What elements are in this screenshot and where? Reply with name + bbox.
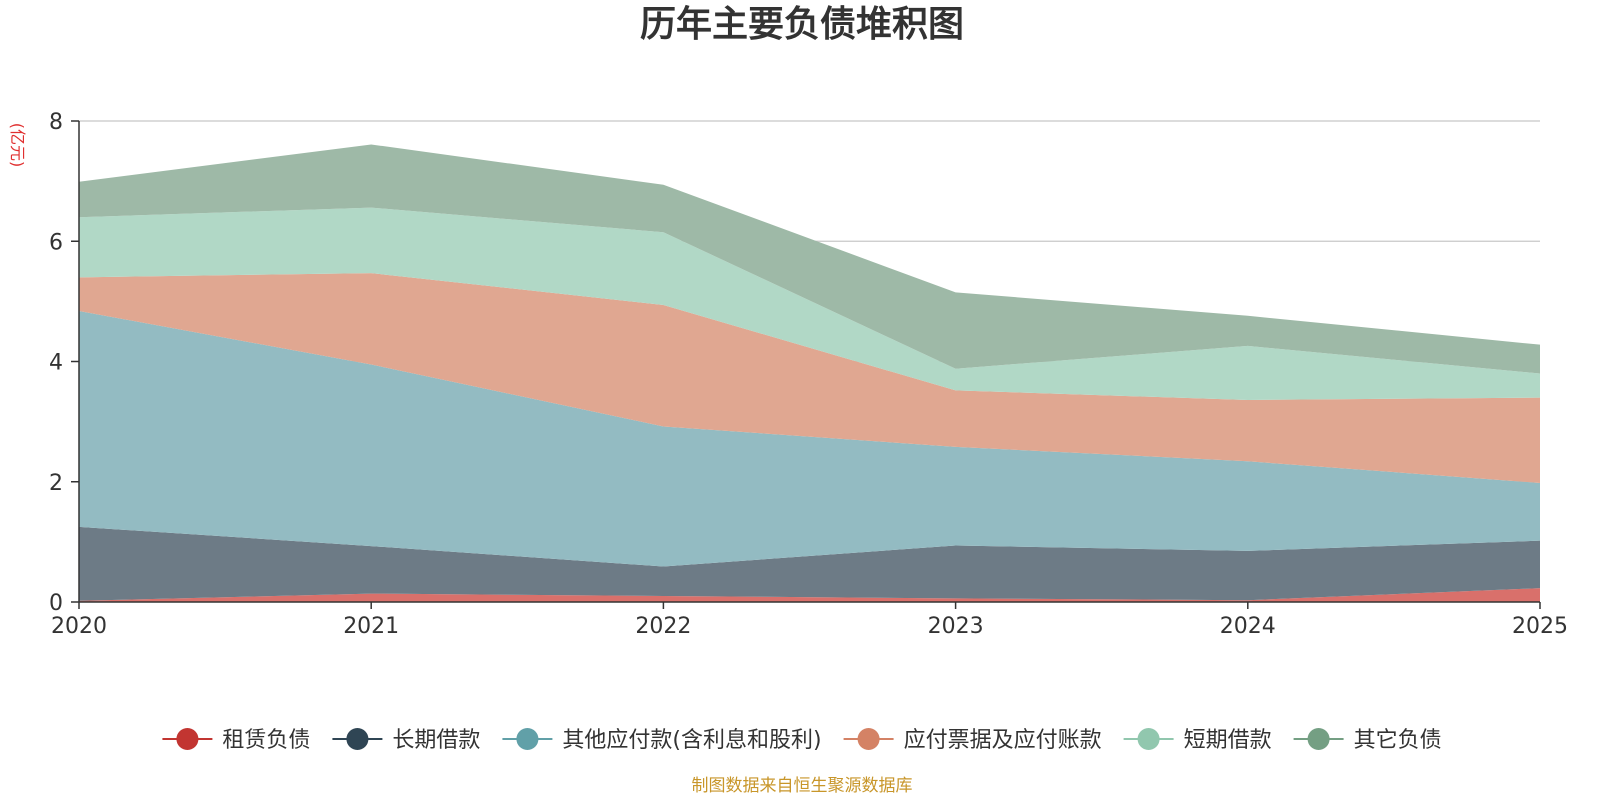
legend-item-4[interactable]: 短期借款 [1123, 728, 1272, 753]
legend-label: 短期借款 [1184, 728, 1272, 753]
x-tick-label: 2023 [928, 614, 984, 639]
area-series-5 [79, 144, 1540, 374]
series-areas [79, 144, 1540, 602]
area-series-1 [79, 526, 1540, 601]
legend-marker [176, 728, 199, 750]
legend-marker [1137, 728, 1160, 750]
chart-title: 历年主要负债堆积图 [640, 4, 964, 45]
x-tick-label: 2021 [343, 614, 399, 639]
x-tick-label: 2020 [51, 614, 107, 639]
legend-item-3[interactable]: 应付票据及应付账款 [843, 728, 1102, 753]
axes [78, 121, 1540, 603]
area-series-0 [79, 588, 1540, 602]
y-tick-label: 4 [49, 351, 63, 376]
legend-label: 应付票据及应付账款 [904, 728, 1102, 753]
legend-marker [857, 728, 880, 750]
y-tick-label: 6 [49, 230, 63, 255]
legend-label: 其他应付款(含利息和股利) [562, 728, 821, 753]
area-series-3 [79, 273, 1540, 483]
legend-label: 其它负债 [1354, 728, 1442, 753]
y-tick-label: 8 [49, 110, 63, 135]
y-tick-label: 0 [49, 591, 63, 616]
area-series-4 [79, 207, 1540, 400]
x-tick-labels: 2020 2021 2022 2023 2024 2025 [51, 614, 1568, 639]
legend-item-2[interactable]: 其他应付款(含利息和股利) [502, 728, 822, 753]
legend-marker [1307, 728, 1330, 750]
y-tick-label: 2 [49, 471, 63, 496]
x-tick-label: 2022 [635, 614, 691, 639]
y-tick-labels: 0 2 4 6 8 [49, 110, 63, 616]
y-axis-unit-label: (亿元) [8, 123, 27, 168]
legend-item-0[interactable]: 租赁负债 [162, 728, 310, 753]
legend-item-1[interactable]: 长期借款 [332, 728, 480, 753]
x-tick-label: 2025 [1512, 614, 1568, 639]
legend-label: 长期借款 [392, 728, 480, 753]
area-series-2 [79, 311, 1540, 567]
legend-label: 租赁负债 [222, 728, 310, 753]
x-tick-label: 2024 [1220, 614, 1276, 639]
data-source-footer: 制图数据来自恒生聚源数据库 [692, 776, 913, 796]
legend-item-5[interactable]: 其它负债 [1293, 728, 1442, 753]
legend-marker [346, 728, 369, 750]
legend-marker [516, 728, 539, 750]
legend[interactable]: 租赁负债 长期借款 其他应付款(含利息和股利) 应付票据及应付账款 短期借款 其它负债 [162, 728, 1442, 753]
